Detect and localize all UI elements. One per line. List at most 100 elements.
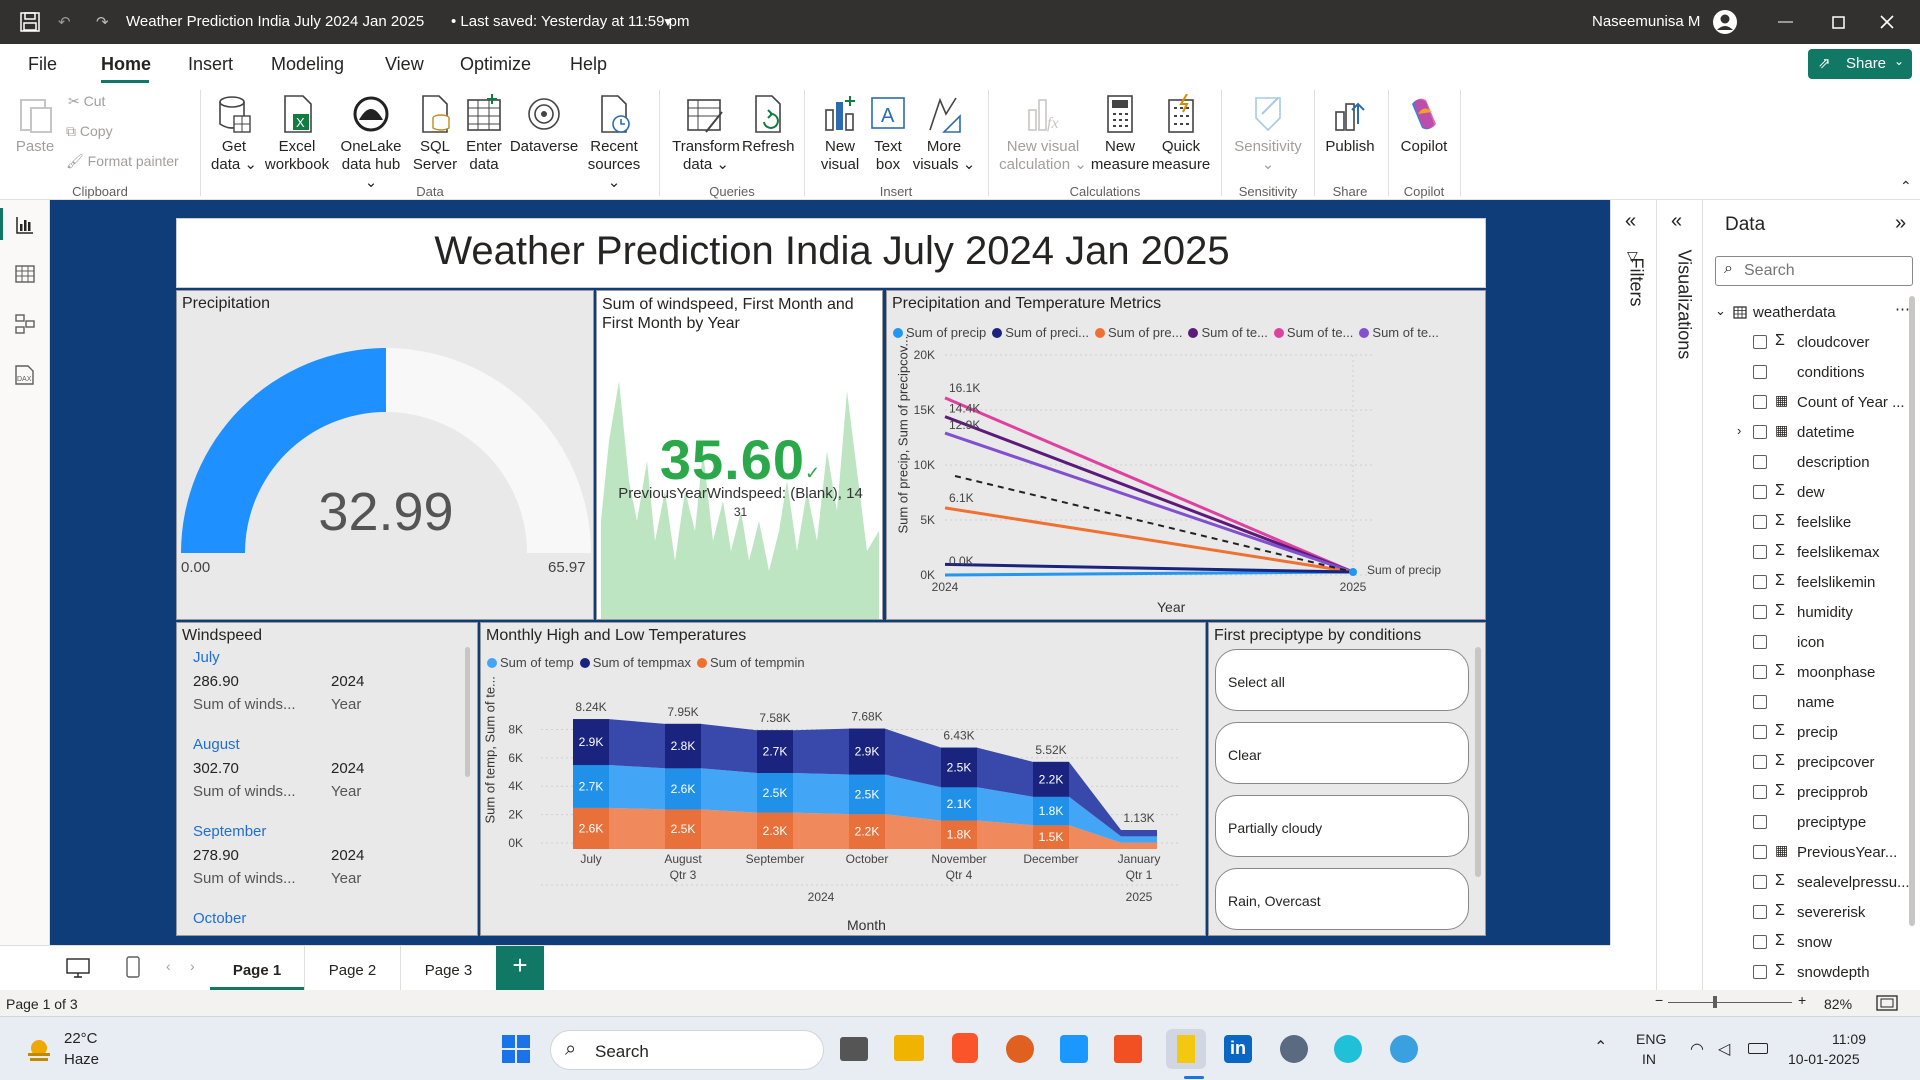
field-item[interactable]: ▦ Count of Year ...: [1703, 388, 1920, 418]
field-checkbox[interactable]: [1753, 335, 1767, 349]
field-checkbox[interactable]: [1753, 635, 1767, 649]
weather-temp[interactable]: 22°C: [64, 1030, 98, 1047]
refresh-button[interactable]: Refresh: [742, 94, 795, 156]
file-title[interactable]: Weather Prediction India July 2024 Jan 2…: [126, 13, 425, 30]
data-search-input[interactable]: [1744, 261, 1904, 281]
legend-item[interactable]: Sum of temp: [487, 655, 574, 670]
field-checkbox[interactable]: [1753, 575, 1767, 589]
zoom-out-icon[interactable]: −: [1655, 992, 1664, 1008]
legend-item[interactable]: Sum of te...: [1359, 325, 1439, 340]
publish-button[interactable]: Publish: [1322, 94, 1378, 156]
slicer-option-select-all[interactable]: Select all: [1215, 649, 1469, 711]
previous-page-icon[interactable]: ‹: [166, 958, 171, 974]
legend-item[interactable]: Sum of tempmax: [579, 655, 691, 670]
dax-query-view-icon[interactable]: DAX: [13, 364, 37, 386]
share-button[interactable]: ⇗ Share ⌄: [1808, 49, 1912, 79]
battery-icon[interactable]: [1748, 1043, 1768, 1054]
area-segment[interactable]: [849, 728, 885, 775]
weather-condition[interactable]: Haze: [64, 1051, 100, 1068]
clock-date[interactable]: 10-01-2025: [1788, 1051, 1860, 1067]
windspeed-multirow-card[interactable]: Windspeed July 286.90 2024 Sum of winds... Y…: [176, 622, 478, 936]
settings-gear-icon[interactable]: [1280, 1035, 1308, 1063]
zoom-slider-track[interactable]: [1668, 1002, 1792, 1003]
brave-browser-icon[interactable]: [952, 1033, 978, 1063]
more-options-icon[interactable]: ⋯: [1895, 301, 1910, 318]
data-search-box[interactable]: ⌕: [1715, 256, 1913, 286]
filters-pane[interactable]: « ▽ Filters: [1610, 200, 1656, 945]
text-box-button[interactable]: A Text box: [866, 94, 910, 174]
area-segment[interactable]: [665, 809, 701, 849]
get-data-button[interactable]: Get data ⌄: [208, 94, 260, 174]
field-checkbox[interactable]: [1753, 755, 1767, 769]
chevron-up-icon[interactable]: ⌃: [1594, 1039, 1608, 1056]
field-checkbox[interactable]: [1753, 395, 1767, 409]
maximize-icon[interactable]: [1832, 16, 1845, 29]
zoom-in-icon[interactable]: +: [1798, 992, 1807, 1008]
excel-workbook-button[interactable]: X Excel workbook: [262, 94, 332, 174]
precipitation-gauge[interactable]: Precipitation 32.99 0.00 65.97: [176, 290, 594, 620]
cut-button[interactable]: ✂ Cut: [68, 92, 105, 110]
area-segment[interactable]: [1033, 796, 1069, 826]
field-checkbox[interactable]: [1753, 365, 1767, 379]
new-visual-calculation-button[interactable]: fx New visual calculation ⌄: [998, 94, 1088, 174]
file-explorer-icon[interactable]: [894, 1035, 924, 1061]
redo-icon[interactable]: ↷: [96, 14, 109, 31]
new-visual-button[interactable]: New visual: [814, 94, 866, 174]
model-view-icon[interactable]: [15, 314, 35, 334]
zoom-slider-thumb[interactable]: [1713, 996, 1717, 1008]
mobile-layout-icon[interactable]: [126, 956, 140, 978]
field-checkbox[interactable]: [1753, 935, 1767, 949]
desktop-layout-icon[interactable]: [66, 958, 90, 978]
area-segment[interactable]: [1033, 761, 1069, 797]
chevron-down-icon[interactable]: ▼: [662, 15, 674, 29]
new-measure-button[interactable]: New measure: [1090, 94, 1150, 174]
chevron-down-icon[interactable]: ⌄: [1715, 303, 1726, 318]
field-item[interactable]: conditions: [1703, 358, 1920, 388]
page-tab-2[interactable]: Page 2: [304, 946, 400, 990]
recent-sources-button[interactable]: Recent sources ⌄: [582, 94, 646, 192]
legend-item[interactable]: Sum of tempmin: [696, 655, 805, 670]
area-segment[interactable]: [573, 719, 609, 766]
area-segment[interactable]: [849, 814, 885, 849]
add-page-button[interactable]: +: [496, 946, 544, 990]
field-checkbox[interactable]: [1753, 485, 1767, 499]
field-checkbox[interactable]: [1753, 785, 1767, 799]
linkedin-icon[interactable]: in: [1224, 1035, 1252, 1063]
field-checkbox[interactable]: [1753, 725, 1767, 739]
monthly-temperatures-chart[interactable]: Monthly High and Low Temperatures Sum of…: [480, 622, 1206, 936]
taskbar-search-box[interactable]: ⌕ Search: [550, 1030, 824, 1070]
quick-measure-button[interactable]: Quick measure: [1150, 94, 1212, 174]
fit-to-page-icon[interactable]: [1876, 995, 1898, 1011]
microsoft-store-icon[interactable]: [1114, 1035, 1142, 1063]
chevron-double-left-icon[interactable]: «: [1625, 210, 1637, 232]
series-line[interactable]: [944, 562, 1354, 574]
paste-button[interactable]: Paste: [14, 94, 56, 156]
area-segment[interactable]: [849, 774, 885, 815]
area-segment[interactable]: [573, 807, 609, 849]
report-view-icon[interactable]: [15, 215, 35, 235]
next-page-icon[interactable]: ›: [190, 958, 195, 974]
field-checkbox[interactable]: [1753, 875, 1767, 889]
copy-button[interactable]: ⧉ Copy: [66, 122, 113, 140]
area-segment[interactable]: [941, 747, 977, 788]
copilot-button[interactable]: Copilot: [1396, 94, 1452, 156]
menu-home[interactable]: Home: [101, 54, 152, 74]
field-item[interactable]: icon: [1703, 628, 1920, 658]
close-icon[interactable]: [1880, 15, 1894, 29]
report-title-box[interactable]: Weather Prediction India July 2024 Jan 2…: [176, 218, 1486, 288]
series-line[interactable]: [944, 431, 1354, 574]
preciptype-slicer[interactable]: First preciptype by conditions Select al…: [1208, 622, 1486, 936]
powerbi-taskbar-button[interactable]: [1166, 1029, 1206, 1069]
minimize-icon[interactable]: —: [1778, 13, 1793, 30]
save-icon[interactable]: [20, 12, 40, 32]
field-checkbox[interactable]: [1753, 605, 1767, 619]
area-segment[interactable]: [757, 730, 793, 773]
